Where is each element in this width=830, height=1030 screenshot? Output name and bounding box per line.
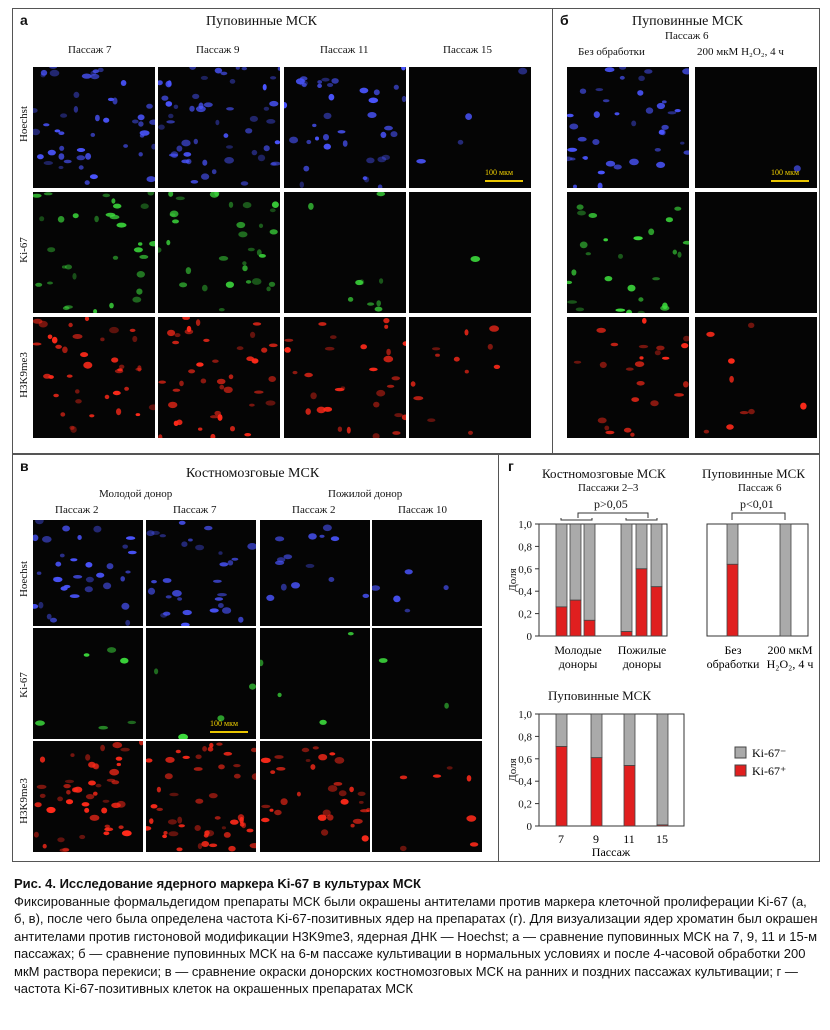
panel-letter-g: г <box>508 458 514 474</box>
microscopy-image <box>158 67 280 188</box>
row-label-hoechst: Hoechst <box>18 105 30 143</box>
microscopy-image <box>260 628 370 739</box>
panel-v-col-label: Пассаж 2 <box>292 504 336 516</box>
scale-label: 100 мкм <box>210 719 239 728</box>
microscopy-image <box>695 67 817 188</box>
microscopy-image <box>372 520 482 626</box>
microscopy-image <box>567 317 689 438</box>
scale-bar <box>210 731 248 733</box>
figure-frame-bottom <box>12 454 820 862</box>
chart-pvalue-uc: p<0,01 <box>740 497 774 511</box>
figure-caption: Рис. 4. Исследование ядерного маркера Ki… <box>14 875 820 998</box>
caption-text: Фиксированные формальдегидом препараты М… <box>14 893 818 997</box>
microscopy-image <box>260 520 370 626</box>
microscopy-image <box>33 67 155 188</box>
chart-pvalue-bm: p>0,05 <box>594 497 628 511</box>
panel-b-title: Пуповинные МСК <box>632 14 743 29</box>
microscopy-image <box>695 317 817 438</box>
chart-title-bottom: Пуповинные МСК <box>548 688 652 703</box>
microscopy-image <box>146 520 256 626</box>
microscopy-image <box>33 741 143 852</box>
panel-letter-a: а <box>20 12 28 28</box>
row-label-h3k9me3: H3K9me3 <box>18 778 30 824</box>
row-label-ki67: Ki-67 <box>18 672 30 698</box>
row-label-h3k9me3: H3K9me3 <box>18 352 30 398</box>
microscopy-image <box>33 520 143 626</box>
panel-b-subtitle: Пассаж 6 <box>665 30 709 42</box>
microscopy-image <box>409 192 531 313</box>
panel-v-group-label: Пожилой донор <box>328 488 403 500</box>
scale-bar <box>485 180 523 182</box>
caption-title: Рис. 4. Исследование ядерного маркера Ki… <box>14 876 421 891</box>
microscopy-image <box>284 192 406 313</box>
panel-v-col-label: Пассаж 10 <box>398 504 447 516</box>
microscopy-image <box>409 317 531 438</box>
figure-frame-top <box>12 8 820 454</box>
microscopy-image <box>146 741 256 852</box>
microscopy-image <box>158 192 280 313</box>
microscopy-image <box>567 192 689 313</box>
scale-bar <box>771 180 809 182</box>
chart-subtitle-uc: Пассаж 6 <box>738 482 782 494</box>
chart-title-uc: Пуповинные МСК <box>702 466 806 481</box>
microscopy-image <box>33 628 143 739</box>
microscopy-image <box>372 628 482 739</box>
chart-title-bm: Костномозговые МСК <box>542 466 666 481</box>
panel-v-col-label: Пассаж 2 <box>55 504 99 516</box>
panel-letter-b: б <box>560 12 569 28</box>
panel-divider-vg <box>498 454 499 862</box>
chart-subtitle-bm: Пассажи 2–3 <box>578 482 639 494</box>
panel-a-col-label: Пассаж 15 <box>443 44 492 56</box>
panel-b-col-label: 200 мкМ H₂O₂, 4 ч <box>697 46 784 58</box>
microscopy-image <box>33 317 155 438</box>
microscopy-image <box>33 192 155 313</box>
microscopy-image <box>372 741 482 852</box>
microscopy-image <box>409 67 531 188</box>
panel-v-group-label: Молодой донор <box>99 488 173 500</box>
panel-a-col-label: Пассаж 9 <box>196 44 240 56</box>
panel-b-col-label: Без обработки <box>578 46 645 58</box>
row-label-hoechst: Hoechst <box>18 560 30 598</box>
microscopy-image <box>284 317 406 438</box>
microscopy-image <box>695 192 817 313</box>
row-label-ki67: Ki-67 <box>18 237 30 263</box>
microscopy-image <box>146 628 256 739</box>
panel-divider-ab <box>552 8 553 454</box>
panel-v-title: Костномозговые МСК <box>186 466 320 481</box>
panel-letter-v: в <box>20 458 29 474</box>
microscopy-image <box>158 317 280 438</box>
panel-a-col-label: Пассаж 7 <box>68 44 112 56</box>
panel-a-title: Пуповинные МСК <box>206 14 317 29</box>
microscopy-image <box>260 741 370 852</box>
microscopy-image <box>284 67 406 188</box>
panel-v-col-label: Пассаж 7 <box>173 504 217 516</box>
panel-a-col-label: Пассаж 11 <box>320 44 369 56</box>
scale-label: 100 мкм <box>771 168 800 177</box>
microscopy-image <box>567 67 689 188</box>
scale-label: 100 мкм <box>485 168 514 177</box>
